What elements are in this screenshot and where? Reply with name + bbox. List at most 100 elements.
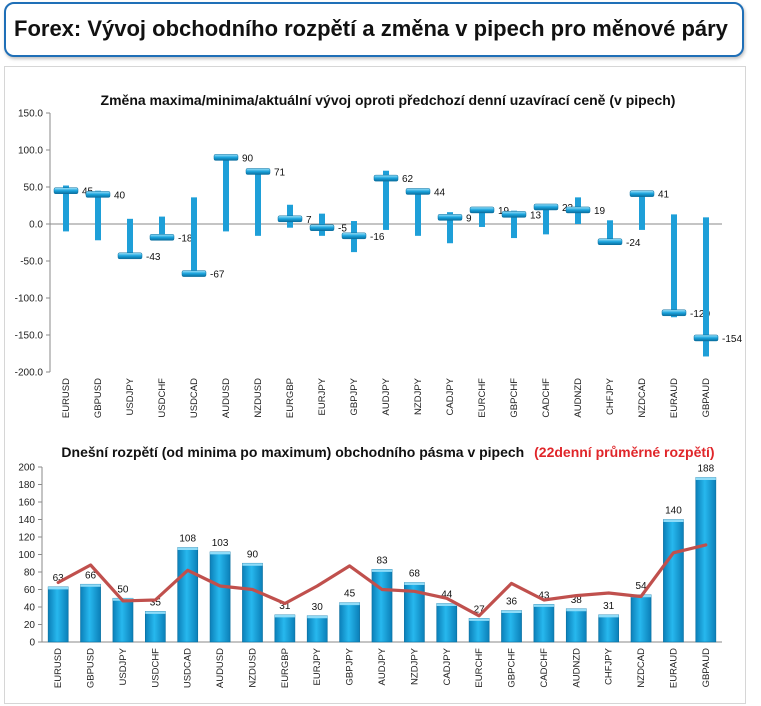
chart1-category-label: EURUSD	[61, 378, 72, 418]
chart1-category-label: CADCHF	[541, 378, 552, 418]
chart1-data-label: 19	[594, 206, 606, 217]
chart1-data-label: 41	[658, 190, 670, 201]
chart1-current-marker	[149, 234, 175, 241]
chart1-current-marker	[341, 232, 367, 240]
chart1-current-marker	[245, 168, 271, 175]
chart1-data-label: 9	[466, 213, 472, 224]
chart2-category-label: USDCHF	[150, 648, 161, 688]
chart1-current-marker	[373, 174, 399, 182]
chart1-range-bar	[671, 214, 677, 318]
chart2-data-label: 103	[212, 538, 229, 549]
chart2-ytick-label: 200	[18, 463, 35, 474]
chart1-data-label: 44	[434, 187, 446, 198]
chart1-data-label: -5	[338, 224, 347, 235]
chart2-plot: 63 66 50 35 108 103 90 31 30 45 83 68 44 27 36 43 38 31 54…	[47, 464, 717, 643]
chart2-category-label: EURGBP	[280, 648, 291, 688]
chart2-data-label: 38	[571, 595, 583, 606]
chart2-data-label: 43	[538, 590, 550, 601]
chart1-category-label: AUDJPY	[381, 377, 392, 415]
chart1-ytick-label: -200.0	[15, 368, 44, 379]
chart1-category-label: NZDJPY	[413, 377, 424, 415]
chart2-data-label: 66	[85, 570, 97, 581]
chart2-category-label: NZDJPY	[409, 647, 420, 685]
chart1-data-label: -154	[722, 334, 742, 345]
chart1-category-label: GBPCHF	[509, 378, 520, 418]
chart1-range-bar	[639, 191, 645, 230]
chart2-data-label: 27	[474, 604, 486, 615]
chart2-category-label: GBPCHF	[507, 648, 518, 688]
chart1-range-bar	[415, 188, 421, 236]
chart1-data-label: -16	[370, 232, 385, 243]
chart2-bar-cap	[501, 610, 522, 613]
chart2-data-label: 31	[603, 601, 615, 612]
chart1-ytick-label: 150.0	[18, 109, 43, 120]
chart1-title: Změna maxima/minima/aktuální vývoj oprot…	[101, 92, 676, 108]
chart2-bar	[306, 615, 328, 643]
chart1-data-label: 40	[114, 190, 126, 201]
chart2-bar-cap	[80, 584, 101, 587]
chart1-data-label: -43	[146, 252, 161, 263]
chart2-category-label: EURJPY	[312, 647, 323, 685]
chart2-bar	[501, 610, 522, 643]
chart1-category-label: USDJPY	[125, 377, 136, 415]
chart2-data-label: 68	[409, 569, 421, 580]
chart2-bar-cap	[307, 615, 328, 619]
chart1-current-marker	[213, 154, 239, 161]
chart1-ytick-label: -50.0	[20, 257, 43, 268]
chart2-bar	[209, 551, 231, 643]
chart2-xaxis: EURUSD GBPUSD USDJPY USDCHF USDCAD AUDUSD NZDU…	[53, 647, 712, 688]
chart2-bar-cap	[663, 519, 684, 522]
chart1-current-marker	[53, 187, 79, 194]
chart1-range-bar	[543, 204, 549, 235]
chart1-current-marker	[309, 224, 335, 231]
chart1-current-marker	[693, 334, 719, 342]
chart1-data-label: 90	[242, 153, 254, 164]
chart2-title-main: Dnešní rozpětí (od minima po maximum) ob…	[61, 444, 524, 460]
chart2-bar	[144, 611, 166, 643]
chart2-ytick-label: 0	[29, 638, 35, 649]
chart1-ytick-label: 50.0	[24, 183, 44, 194]
chart1-data-label: 7	[306, 215, 312, 226]
chart2-bar	[630, 594, 652, 643]
chart1-data-label: 62	[402, 174, 414, 185]
chart2-bar	[533, 604, 555, 643]
chart2-ytick-label: 160	[18, 498, 35, 509]
chart1-range-bar	[63, 185, 69, 232]
chart2-bar-cap	[177, 547, 198, 550]
chart2-category-label: USDJPY	[118, 647, 129, 685]
chart2-data-label: 44	[441, 590, 453, 601]
chart2-data-label: 45	[344, 589, 356, 600]
chart2-data-label: 54	[635, 581, 647, 592]
chart1-range-bar	[703, 217, 709, 357]
page-title: Forex: Vývoj obchodního rozpětí a změna …	[14, 16, 728, 41]
chart2-bar-cap	[404, 582, 425, 585]
chart2-ytick-label: 180	[18, 480, 35, 491]
chart1-ytick-label: -100.0	[15, 294, 44, 305]
chart2-bar	[565, 608, 587, 643]
chart2-data-label: 83	[376, 555, 388, 566]
chart1-xaxis: EURUSD GBPUSD USDJPY USDCHF USDCAD AUDUSD NZDU…	[61, 377, 712, 418]
chart1-current-marker	[469, 206, 495, 214]
chart2-data-label: 50	[117, 584, 129, 595]
chart1-ytick-label: 100.0	[18, 146, 43, 157]
chart2-category-label: EURUSD	[53, 648, 64, 688]
chart1-current-marker	[565, 206, 591, 214]
chart1-ytick-label: 0.0	[29, 220, 43, 231]
chart1-range-bar	[383, 170, 389, 230]
chart2-data-label: 63	[53, 573, 65, 584]
chart2-bar	[177, 547, 199, 643]
chart1-current-marker	[405, 188, 431, 195]
chart2-title-highlight: (22denní průměrné rozpětí)	[534, 444, 714, 460]
chart2-category-label: CADJPY	[442, 647, 453, 685]
chart1-category-label: EURGBP	[285, 378, 296, 418]
chart1-range-bar	[191, 197, 197, 276]
chart2-bar	[339, 602, 360, 643]
chart2-bar-cap	[371, 569, 393, 572]
chart2-category-label: GBPUSD	[86, 648, 97, 688]
chart2-category-label: EURCHF	[474, 648, 485, 688]
chart2-bar	[112, 597, 134, 643]
chart1-data-label: -67	[210, 270, 225, 281]
chart1-current-marker	[629, 190, 655, 197]
chart1-category-label: CADJPY	[445, 377, 456, 415]
chart1-range-bar	[159, 216, 165, 239]
